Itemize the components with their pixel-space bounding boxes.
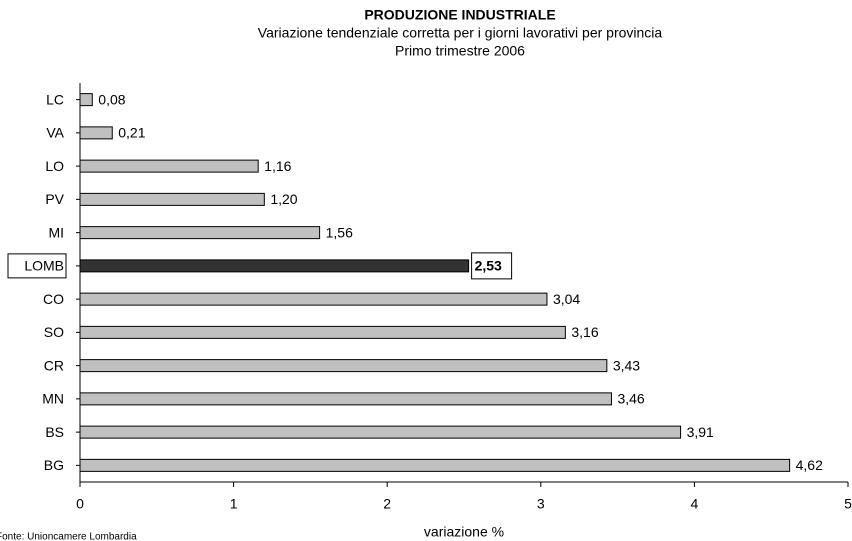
x-tick-label: 4 bbox=[691, 496, 699, 512]
value-label: 3,91 bbox=[687, 424, 714, 440]
value-label: 1,56 bbox=[326, 224, 353, 240]
category-label-box bbox=[7, 253, 67, 279]
value-label: 2,53 bbox=[475, 258, 502, 274]
x-axis-label: variazione % bbox=[424, 524, 504, 540]
value-label-box bbox=[471, 252, 513, 280]
bar bbox=[79, 226, 321, 240]
bar bbox=[79, 292, 548, 306]
bar bbox=[79, 359, 608, 373]
value-label: 3,43 bbox=[613, 357, 640, 373]
y-tick-label: CR bbox=[44, 357, 64, 373]
value-label: 1,16 bbox=[264, 158, 291, 174]
y-tick-label: LO bbox=[45, 158, 64, 174]
bar bbox=[79, 325, 566, 339]
y-tick-label: MN bbox=[42, 391, 64, 407]
value-label: 4,62 bbox=[796, 457, 823, 473]
y-tick-label: LOMB bbox=[24, 258, 64, 274]
x-tick-label: 3 bbox=[537, 496, 545, 512]
value-label: 3,46 bbox=[617, 391, 644, 407]
source-note: Fonte: Unioncamere Lombardia bbox=[0, 532, 137, 541]
y-tick-label: PV bbox=[45, 191, 64, 207]
value-label: 0,21 bbox=[118, 125, 145, 141]
chart-subtitle: Variazione tendenziale corretta per i gi… bbox=[258, 25, 663, 41]
y-tick-label: BG bbox=[44, 457, 64, 473]
bar bbox=[79, 259, 470, 273]
bar bbox=[79, 458, 791, 472]
value-label: 3,04 bbox=[553, 291, 580, 307]
bar bbox=[79, 392, 612, 406]
bar bbox=[79, 93, 93, 107]
bar bbox=[79, 159, 259, 173]
value-label: 0,08 bbox=[98, 91, 125, 107]
bar bbox=[79, 126, 113, 140]
value-label: 1,20 bbox=[270, 191, 297, 207]
value-label: 3,16 bbox=[571, 324, 598, 340]
y-tick-label: VA bbox=[46, 125, 64, 141]
y-tick-label: BS bbox=[45, 424, 64, 440]
chart-title: PRODUZIONE INDUSTRIALE bbox=[364, 7, 555, 23]
x-tick-label: 1 bbox=[230, 496, 238, 512]
x-tick-label: 2 bbox=[383, 496, 391, 512]
y-tick-label: SO bbox=[44, 324, 64, 340]
x-tick-label: 0 bbox=[76, 496, 84, 512]
bar bbox=[79, 425, 682, 439]
bar bbox=[79, 192, 265, 206]
chart-subtitle: Primo trimestre 2006 bbox=[395, 43, 525, 59]
y-tick-label: CO bbox=[43, 291, 64, 307]
y-tick-label: MI bbox=[48, 224, 64, 240]
x-tick-label: 5 bbox=[844, 496, 852, 512]
y-tick-label: LC bbox=[46, 91, 64, 107]
